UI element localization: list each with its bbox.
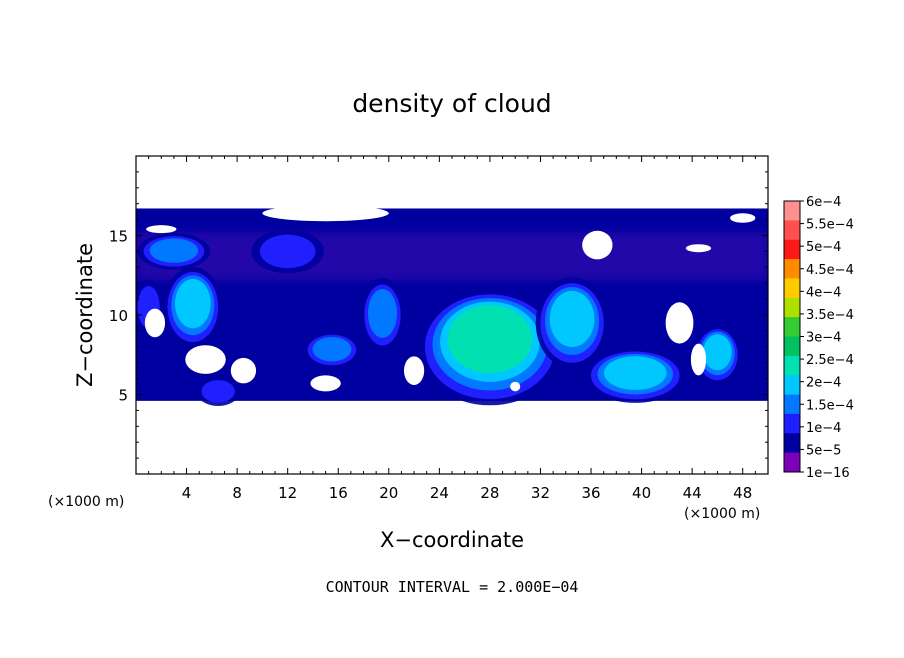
upper-band <box>136 232 768 281</box>
colorbar-swatch <box>784 394 800 415</box>
cell-ring <box>549 290 595 348</box>
colorbar-label: 1e−4 <box>806 421 841 436</box>
cloud-cell <box>163 266 222 348</box>
colorbar-swatch <box>784 259 800 279</box>
colorbar-label: 4e−4 <box>806 285 841 300</box>
y-axis-label: Z−coordinate <box>73 243 97 387</box>
colorbar-swatch <box>784 433 800 454</box>
colorbar-label: 2.5e−4 <box>806 353 854 368</box>
x-axis-ticks: 4 8 12 16 20 24 28 32 36 40 44 48 <box>148 156 756 502</box>
cell-ring <box>175 278 211 329</box>
clear-gap <box>146 225 177 234</box>
cell-ring <box>259 234 316 269</box>
cloud-cell <box>584 347 687 403</box>
x-tick-label: 48 <box>733 484 752 502</box>
colorbar: 6e−4 5.5e−4 5e−4 4.5e−4 4e−4 3.5e−4 3e−4 2.5e−4… <box>783 195 854 481</box>
y-axis-unit: (×1000 m) <box>48 494 124 510</box>
colorbar-label: 1.5e−4 <box>806 398 854 413</box>
colorbar-swatch <box>784 201 800 221</box>
clear-gap <box>262 205 389 222</box>
clear-gap <box>690 343 707 376</box>
cloud-cell <box>417 288 563 406</box>
cloud-cell <box>302 331 361 369</box>
colorbar-label: 6e−4 <box>806 195 841 210</box>
colorbar-swatch <box>784 239 800 260</box>
y-tick-label: 5 <box>118 387 128 405</box>
y-tick-label: 10 <box>109 307 128 325</box>
contour-interval-note: CONTOUR INTERVAL = 2.000E−04 <box>326 578 579 596</box>
x-tick-label: 4 <box>182 484 192 502</box>
x-tick-label: 8 <box>232 484 242 502</box>
y-axis-ticks: 5 10 15 <box>109 171 768 459</box>
colorbar-swatch <box>784 278 800 299</box>
clear-gap <box>403 356 425 385</box>
y-tick-label: 15 <box>109 228 128 246</box>
colorbar-label: 2e−4 <box>806 376 841 391</box>
cloud-cell <box>694 325 741 385</box>
colorbar-label: 5.5e−4 <box>806 218 854 233</box>
colorbar-swatch <box>784 452 800 473</box>
cell-ring <box>447 305 533 374</box>
x-tick-label: 24 <box>430 484 449 502</box>
cell-ring <box>367 288 398 338</box>
colorbar-label: 3.5e−4 <box>806 308 854 323</box>
clear-gap <box>144 308 166 338</box>
clear-gap <box>310 375 341 392</box>
chart-title: density of cloud <box>352 89 551 118</box>
clear-gap <box>685 244 712 253</box>
cell-ring <box>149 238 199 263</box>
x-axis-label: X−coordinate <box>380 528 524 552</box>
x-tick-label: 12 <box>278 484 297 502</box>
x-tick-label: 20 <box>379 484 398 502</box>
x-tick-label: 28 <box>480 484 499 502</box>
cloud-cell <box>251 229 325 274</box>
cloud-cell <box>196 376 240 406</box>
cell-ring <box>604 356 667 390</box>
clear-gap <box>730 213 756 223</box>
colorbar-swatch <box>784 375 800 396</box>
clear-gap <box>582 230 613 260</box>
clear-gap <box>230 357 257 384</box>
colorbar-label: 1e−16 <box>806 466 850 481</box>
x-tick-label: 32 <box>531 484 550 502</box>
cell-ring <box>703 334 732 371</box>
colorbar-swatch <box>784 413 800 434</box>
colorbar-label: 5e−4 <box>806 240 841 255</box>
colorbar-swatch <box>784 336 800 357</box>
colorbar-swatch <box>784 220 800 241</box>
colorbar-swatch <box>784 317 800 337</box>
x-axis-unit: (×1000 m) <box>684 506 760 522</box>
cloud-cell <box>535 277 609 369</box>
density-field <box>136 205 768 406</box>
cell-ring <box>201 380 235 403</box>
cloud-cell <box>360 278 405 352</box>
colorbar-swatch <box>784 297 800 318</box>
colorbar-label: 3e−4 <box>806 331 841 346</box>
clear-gap <box>510 381 521 392</box>
clear-gap <box>665 302 694 344</box>
x-tick-label: 40 <box>632 484 651 502</box>
x-tick-label: 36 <box>581 484 600 502</box>
x-tick-label: 44 <box>683 484 702 502</box>
colorbar-label: 5e−5 <box>806 443 841 458</box>
x-tick-label: 16 <box>329 484 348 502</box>
colorbar-swatch <box>784 355 800 376</box>
colorbar-label: 4.5e−4 <box>806 263 854 278</box>
cloud-cell <box>137 233 211 270</box>
clear-gap <box>185 345 226 374</box>
cell-ring <box>312 336 352 362</box>
